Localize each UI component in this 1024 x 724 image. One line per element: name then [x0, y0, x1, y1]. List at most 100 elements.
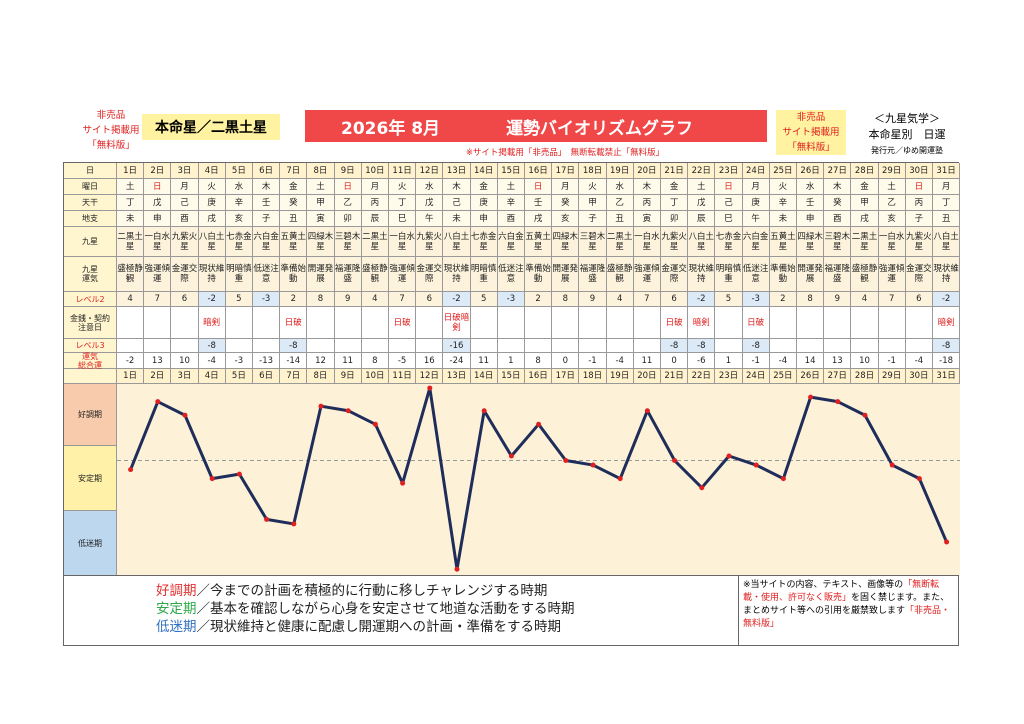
table-cell: 15日: [497, 369, 525, 384]
note-line: サイト掲載用: [782, 127, 840, 138]
point: [345, 408, 351, 414]
table-cell: 19日: [606, 163, 634, 179]
table-cell: 0: [552, 353, 580, 369]
table-cell: 20日: [633, 369, 661, 384]
table-cell: 11日: [389, 163, 417, 179]
point: [862, 412, 868, 418]
legend-text: ／今までの計画を積極的に行動に移しチャレンジする時期: [196, 583, 548, 599]
table-cell: 水: [797, 179, 825, 195]
table-cell: 乙: [334, 195, 362, 211]
table-cell: 土: [878, 179, 906, 195]
table-cell: 己: [715, 195, 743, 211]
notice-text: ※当サイトの内容、テキスト、画像等の: [743, 580, 904, 590]
table-cell: 日破: [280, 307, 308, 339]
note-line: サイト掲載用: [82, 125, 140, 136]
table-cell: 8日: [307, 369, 335, 384]
row-label: レベル3: [64, 339, 117, 353]
table-cell: 10日: [361, 163, 389, 179]
table-cell: [144, 307, 172, 339]
table-cell: -8: [661, 339, 689, 353]
table-cell: 明暗慎重: [470, 257, 498, 292]
table-cell: 二黒土星: [361, 227, 389, 257]
table-cell: 寅: [633, 211, 661, 227]
table-cell: -8: [280, 339, 308, 353]
table-cell: 亥: [878, 211, 906, 227]
table-cell: 三碧木星: [824, 227, 852, 257]
row-label: 天干: [64, 195, 117, 211]
table-cell: -1: [579, 353, 607, 369]
table-cell: [497, 307, 525, 339]
table-cell: -3: [225, 353, 253, 369]
table-cell: 戌: [525, 211, 553, 227]
table-cell: 八白土星: [933, 227, 961, 257]
table-cell: 一白水星: [144, 227, 172, 257]
table-cell: 子: [253, 211, 281, 227]
table-cell: 辛: [769, 195, 797, 211]
table-cell: 16日: [525, 369, 553, 384]
table-cell: 8: [797, 292, 825, 307]
table-cell: 6: [661, 292, 689, 307]
band-label: 安定期: [64, 446, 117, 511]
table-cell: [144, 339, 172, 353]
point: [236, 471, 242, 477]
table-cell: 戊: [688, 195, 716, 211]
table-cell: -13: [253, 353, 281, 369]
table-cell: 開運発展: [552, 257, 580, 292]
row-label: [64, 369, 117, 384]
note-line: 「無料版」: [787, 142, 835, 153]
table-cell: [225, 339, 253, 353]
table-cell: 29日: [878, 163, 906, 179]
table-cell: 開運発展: [797, 257, 825, 292]
table-cell: 日: [144, 179, 172, 195]
table-cell: 12: [307, 353, 335, 369]
table-cell: 24日: [742, 369, 770, 384]
table-cell: 金運交際: [905, 257, 933, 292]
publisher: 発行元／ゆめ開運塾: [871, 146, 943, 155]
table-cell: 2: [280, 292, 308, 307]
table-cell: 福運隆盛: [579, 257, 607, 292]
table-cell: 8: [552, 292, 580, 307]
table-cell: 五黄土星: [769, 227, 797, 257]
legend-text: ／基本を確認しながら心身を安定させて地道な活動をする時期: [196, 601, 575, 617]
table-cell: 金: [470, 179, 498, 195]
table-cell: 1日: [117, 369, 145, 384]
table-cell: [225, 307, 253, 339]
table-cell: [797, 339, 825, 353]
row-label: 運気 総合運: [64, 352, 117, 370]
point: [536, 421, 542, 427]
table-cell: 火: [198, 179, 226, 195]
point: [481, 408, 487, 414]
table-cell: -3: [253, 292, 281, 307]
table-cell: 六白金星: [497, 227, 525, 257]
table-cell: 九紫火星: [416, 227, 444, 257]
table-cell: 未: [443, 211, 471, 227]
table-cell: 火: [769, 179, 797, 195]
table-cell: 18日: [579, 163, 607, 179]
table-cell: 2: [525, 292, 553, 307]
point: [209, 476, 215, 482]
table-cell: 9: [334, 292, 362, 307]
point: [889, 462, 895, 468]
table-cell: 日破: [661, 307, 689, 339]
table-cell: 亥: [225, 211, 253, 227]
table-cell: [715, 307, 743, 339]
row-label: レベル2: [64, 292, 117, 307]
table-cell: 五黄土星: [525, 227, 553, 257]
table-cell: 月: [171, 179, 199, 195]
point: [563, 458, 569, 464]
table-cell: 8: [525, 353, 553, 369]
table-cell: 辰: [688, 211, 716, 227]
table-cell: [824, 307, 852, 339]
table-cell: 14日: [470, 369, 498, 384]
table-cell: 3日: [171, 369, 199, 384]
note-line: 非売品: [796, 112, 826, 123]
table-cell: 酉: [824, 211, 852, 227]
school: ＜九星気学＞: [874, 112, 940, 125]
table-cell: 二黒土星: [606, 227, 634, 257]
table-cell: 甲: [851, 195, 879, 211]
table-cell: 低迷注意: [253, 257, 281, 292]
legend-line: 好調期／今までの計画を積極的に行動に移しチャレンジする時期: [156, 582, 738, 600]
point: [780, 476, 786, 482]
table-cell: 土: [117, 179, 145, 195]
point: [699, 485, 705, 491]
